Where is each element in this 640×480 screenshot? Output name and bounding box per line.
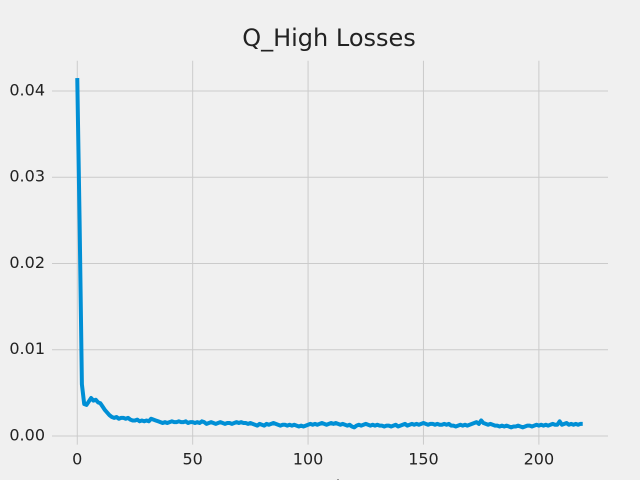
- y-tick-label: 0.01: [9, 339, 45, 358]
- x-tick-label: 0: [72, 450, 82, 469]
- y-tick-label: 0.04: [9, 80, 45, 99]
- loss-line: [75, 78, 583, 430]
- y-tick-label: 0.02: [9, 253, 45, 272]
- x-tick-label: 200: [524, 450, 555, 469]
- y-tick-label: 0.00: [9, 425, 45, 444]
- x-axis-label: Iterations: [284, 477, 375, 480]
- x-tick-label: 150: [408, 450, 439, 469]
- y-tick-label: 0.03: [9, 167, 45, 186]
- chart-title: Q_High Losses: [242, 24, 416, 52]
- x-tick-label: 50: [182, 450, 202, 469]
- x-tick-label: 100: [293, 450, 324, 469]
